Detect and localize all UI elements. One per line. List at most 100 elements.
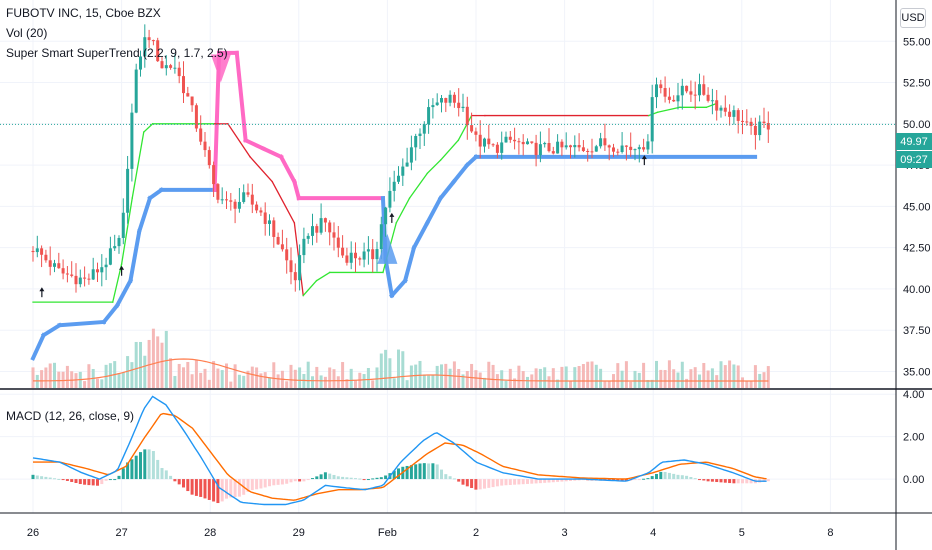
volume-bar <box>629 381 633 388</box>
macd-histogram-bar <box>345 477 349 480</box>
volume-bar <box>315 366 319 388</box>
candle-body <box>199 128 203 142</box>
supertrend-slow-line <box>424 195 444 226</box>
macd-histogram-bar <box>624 479 628 482</box>
candle-body <box>392 181 396 191</box>
macd-histogram-bar <box>113 479 117 481</box>
supertrend-fast-line <box>302 279 318 297</box>
countdown-tag: 09:27 <box>896 151 932 168</box>
candle-body <box>229 200 233 202</box>
candle-body <box>379 224 383 250</box>
volume-bar <box>478 372 482 388</box>
volume-legend[interactable]: Vol (20) <box>6 26 48 40</box>
candle-body <box>366 249 370 252</box>
time-tick-label: 3 <box>562 527 568 539</box>
candle-body <box>551 151 555 154</box>
macd-histogram-bar <box>543 479 547 483</box>
macd-histogram-bar <box>715 479 719 483</box>
macd-histogram-bar <box>263 479 267 488</box>
macd-histogram-bar <box>736 479 740 484</box>
volume-bar <box>586 361 590 388</box>
candle-body <box>96 269 99 273</box>
volume-bar <box>354 380 357 388</box>
macd-histogram-bar <box>405 465 409 480</box>
volume-bar <box>723 365 727 388</box>
volume-bar <box>745 380 749 388</box>
macd-histogram-bar <box>160 468 164 480</box>
candle-body <box>556 141 560 154</box>
candle-body <box>302 238 306 256</box>
candle-body <box>401 166 405 176</box>
signal-markers <box>39 54 647 298</box>
currency-button[interactable]: USD <box>900 8 926 28</box>
candle-body <box>371 249 375 260</box>
volume-bar <box>749 380 753 388</box>
symbol-title[interactable]: FUBOTV INC, 15, Cboe BZX <box>6 6 161 20</box>
volume-bar <box>233 364 237 388</box>
volume-bar <box>556 379 560 388</box>
macd-histogram-bar <box>530 479 534 484</box>
macd-histogram-bar <box>280 479 284 485</box>
candle-body <box>61 268 65 274</box>
macd-histogram-bar <box>444 474 448 480</box>
volume-bar <box>388 358 392 388</box>
candle-body <box>702 84 706 95</box>
macd-histogram-bar <box>190 479 194 495</box>
macd-histogram-bar <box>384 475 388 480</box>
macd-histogram-bar <box>96 479 99 486</box>
macd-histogram-bar <box>461 479 465 485</box>
candle-body <box>341 247 345 256</box>
supertrend-fast-line <box>426 159 442 175</box>
macd-histogram-bar <box>44 476 48 480</box>
buy-triangle-marker <box>377 233 398 264</box>
volume-bar <box>431 375 435 388</box>
volume-bar <box>642 362 646 388</box>
last-price-tag: 49.97 <box>896 133 932 150</box>
macd-histogram-bar <box>397 468 400 480</box>
macd-legend[interactable]: MACD (12, 26, close, 9) <box>6 409 135 423</box>
macd-histogram-bar <box>637 479 641 481</box>
macd-histogram-bar <box>199 479 203 497</box>
volume-bar <box>328 367 332 388</box>
macd-histogram-bar <box>474 479 478 490</box>
supertrend-fast-line <box>142 122 154 134</box>
volume-bar <box>702 362 706 388</box>
macd-histogram-bar <box>268 479 271 487</box>
supertrend-legend[interactable]: Super Smart SuperTrend (2.2, 9, 1.7, 2.5… <box>6 46 228 60</box>
candle-body <box>762 121 766 123</box>
macd-histogram-bar <box>134 455 138 480</box>
volume-bar <box>719 361 723 388</box>
volume-bar <box>182 367 185 388</box>
macd-histogram-bar <box>121 468 125 480</box>
candle-body <box>108 248 112 265</box>
macd-histogram-bar <box>478 479 482 490</box>
macd-histogram-bar <box>504 479 508 486</box>
volume-bar <box>212 361 216 388</box>
volume-bar <box>216 368 220 388</box>
supertrend-slow-line <box>114 277 134 309</box>
supertrend-slow-line <box>389 277 408 299</box>
volume-bar <box>31 367 35 388</box>
candle-body <box>212 165 216 185</box>
volume-bar <box>650 379 654 388</box>
macd-histogram-bar <box>177 479 181 485</box>
volume-bar <box>345 379 349 388</box>
macd-histogram-bar <box>491 479 495 488</box>
volume-bar <box>517 365 521 388</box>
volume-bar <box>306 361 310 388</box>
volume-bar <box>689 369 693 388</box>
candle-body <box>448 94 452 103</box>
volume-bar <box>728 360 732 388</box>
macd-histogram-bar <box>315 476 319 480</box>
volume-bar <box>255 367 259 388</box>
candle-body <box>40 248 44 255</box>
candle-body <box>487 138 491 145</box>
macd-histogram-bar <box>551 479 555 483</box>
candle-body <box>151 40 155 42</box>
macd-histogram-bar <box>139 452 142 480</box>
volume-bar <box>547 376 551 388</box>
macd-line <box>32 395 767 506</box>
candle-body <box>569 145 572 148</box>
candle-body <box>113 246 117 249</box>
